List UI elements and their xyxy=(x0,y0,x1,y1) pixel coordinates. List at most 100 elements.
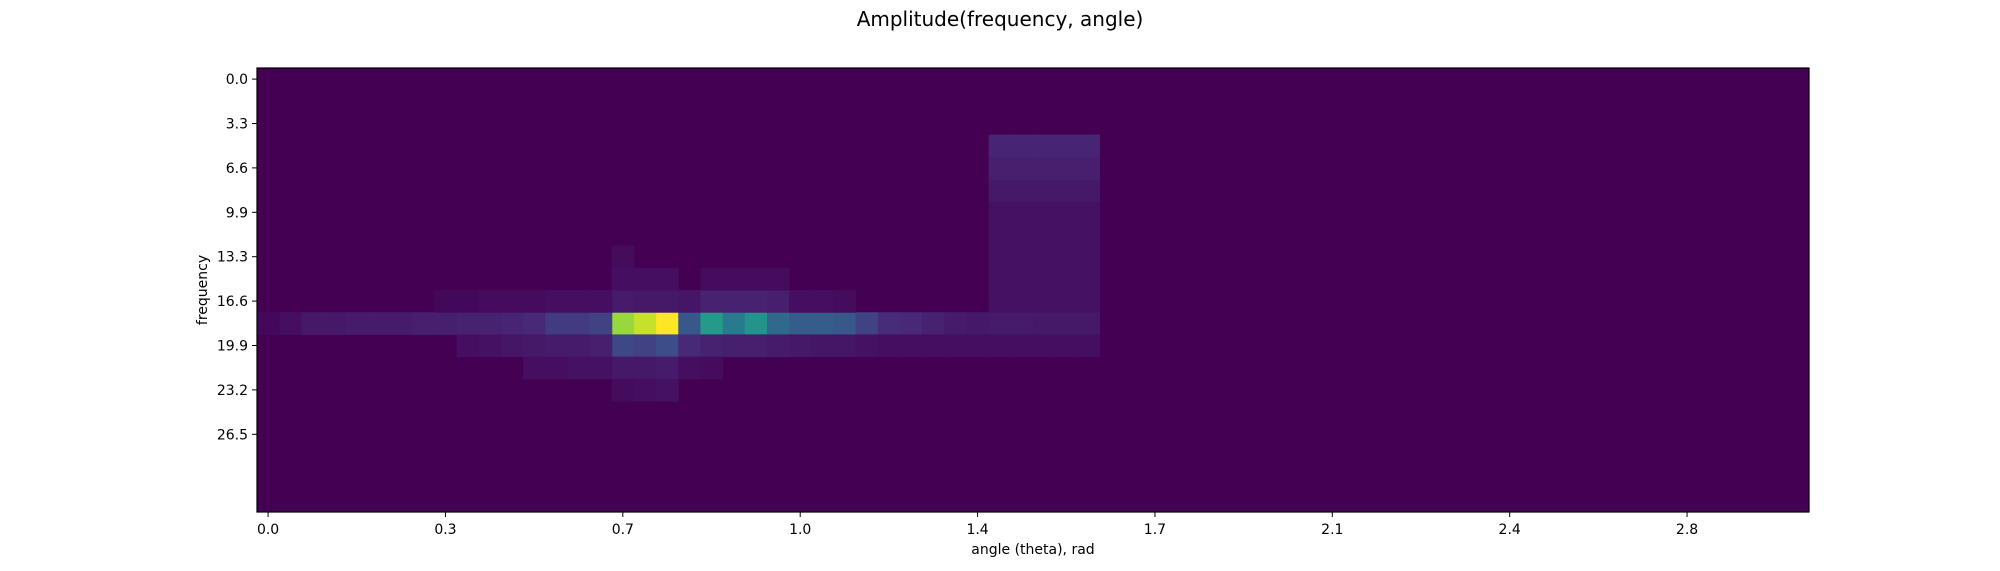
heatmap-cell xyxy=(590,357,613,380)
heatmap-cell xyxy=(1011,334,1034,357)
heatmap-cell xyxy=(656,290,679,313)
heatmap-cell xyxy=(989,312,1012,335)
heatmap-cell xyxy=(989,246,1012,269)
heatmap-cell xyxy=(1011,246,1034,269)
heatmap-cell xyxy=(612,334,635,357)
heatmap-cell xyxy=(634,334,657,357)
heatmap-cell xyxy=(567,334,590,357)
heatmap-cell xyxy=(1033,135,1056,158)
heatmap-cell xyxy=(678,357,701,380)
heatmap-cell xyxy=(279,312,302,335)
heatmap-cell xyxy=(545,334,568,357)
heatmap-cell xyxy=(545,290,568,313)
heatmap-cell xyxy=(678,312,701,335)
heatmap-cell xyxy=(989,290,1012,313)
heatmap-cell xyxy=(989,135,1012,158)
heatmap-cell xyxy=(789,290,812,313)
heatmap-cell xyxy=(1033,312,1056,335)
heatmap-cell xyxy=(390,312,413,335)
x-tick-label: 2.8 xyxy=(1676,522,1698,538)
heatmap-cell xyxy=(434,290,457,313)
heatmap-cell xyxy=(479,312,502,335)
heatmap-cell xyxy=(1077,201,1100,224)
heatmap-cell xyxy=(723,334,746,357)
x-tick-label: 1.4 xyxy=(966,522,988,538)
heatmap-cell xyxy=(944,334,967,357)
heatmap-cell xyxy=(989,201,1012,224)
heatmap-cell xyxy=(612,357,635,380)
heatmap-cell xyxy=(523,357,546,380)
heatmap-cell xyxy=(501,334,524,357)
heatmap-cell xyxy=(922,312,945,335)
heatmap-cell xyxy=(989,179,1012,202)
y-tick-label: 9.9 xyxy=(226,205,248,221)
heatmap-cell xyxy=(1033,290,1056,313)
heatmap-cell xyxy=(301,312,324,335)
heatmap-cell xyxy=(745,290,768,313)
heatmap-cell xyxy=(833,290,856,313)
heatmap-cell xyxy=(479,290,502,313)
heatmap-cell xyxy=(789,334,812,357)
heatmap-cell xyxy=(656,357,679,380)
heatmap-cell xyxy=(700,312,723,335)
y-axis-label: frequency xyxy=(195,255,211,325)
y-tick-label: 0.0 xyxy=(226,72,248,88)
heatmap-cell xyxy=(1077,157,1100,180)
x-axis-ticks: 0.0 0.3 0.7 1.0 1.4 1.7 2.1 2.4 2.8 xyxy=(257,512,1698,538)
x-tick-label: 0.7 xyxy=(612,522,634,538)
heatmap-cell xyxy=(723,312,746,335)
heatmap-cell xyxy=(457,312,480,335)
heatmap-cell xyxy=(900,312,923,335)
heatmap-cell xyxy=(878,334,901,357)
heatmap-cell xyxy=(523,312,546,335)
heatmap-cell xyxy=(1055,179,1078,202)
y-tick-label: 13.3 xyxy=(217,250,248,266)
x-tick-label: 2.4 xyxy=(1499,522,1521,538)
heatmap-cell xyxy=(1033,201,1056,224)
heatmap-cell xyxy=(900,334,923,357)
heatmap-cell xyxy=(700,334,723,357)
heatmap-cell xyxy=(811,312,834,335)
heatmap-cell xyxy=(634,290,657,313)
heatmap-cell xyxy=(434,312,457,335)
y-tick-label: 26.5 xyxy=(217,427,248,443)
heatmap-cell xyxy=(1077,179,1100,202)
heatmap-cell xyxy=(457,290,480,313)
heatmap-cell xyxy=(1077,334,1100,357)
heatmap-cell xyxy=(479,334,502,357)
y-tick-label: 6.6 xyxy=(226,161,248,177)
heatmap-cell xyxy=(745,312,768,335)
heatmap-cell xyxy=(1055,312,1078,335)
heatmap-cell xyxy=(656,379,679,402)
x-axis-label: angle (theta), rad xyxy=(971,542,1094,558)
heatmap-cell xyxy=(1033,179,1056,202)
heatmap-cell xyxy=(966,334,989,357)
heatmap-cell xyxy=(1011,290,1034,313)
heatmap-cell xyxy=(767,312,790,335)
heatmap-cell xyxy=(523,334,546,357)
heatmap-cell xyxy=(989,223,1012,246)
heatmap-cell xyxy=(678,334,701,357)
heatmap-cell xyxy=(1011,312,1034,335)
heatmap-cell xyxy=(634,312,657,335)
heatmap-cell xyxy=(1055,246,1078,269)
heatmap-cell xyxy=(1055,290,1078,313)
x-tick-label: 0.0 xyxy=(257,522,279,538)
heatmap-cell xyxy=(545,312,568,335)
heatmap-cell xyxy=(745,334,768,357)
x-tick-label: 2.1 xyxy=(1321,522,1343,538)
heatmap-cell xyxy=(1055,334,1078,357)
heatmap-cell xyxy=(1011,201,1034,224)
heatmap-cell xyxy=(700,268,723,291)
heatmap-cell xyxy=(1055,201,1078,224)
heatmap-cell xyxy=(590,334,613,357)
heatmap-cell xyxy=(257,312,280,335)
heatmap-cell xyxy=(833,312,856,335)
heatmap-cell xyxy=(723,290,746,313)
heatmap-cell xyxy=(1077,312,1100,335)
heatmap-cell xyxy=(634,357,657,380)
heatmap-cell xyxy=(966,312,989,335)
heatmap-cell xyxy=(1011,157,1034,180)
heatmap-cell xyxy=(567,290,590,313)
